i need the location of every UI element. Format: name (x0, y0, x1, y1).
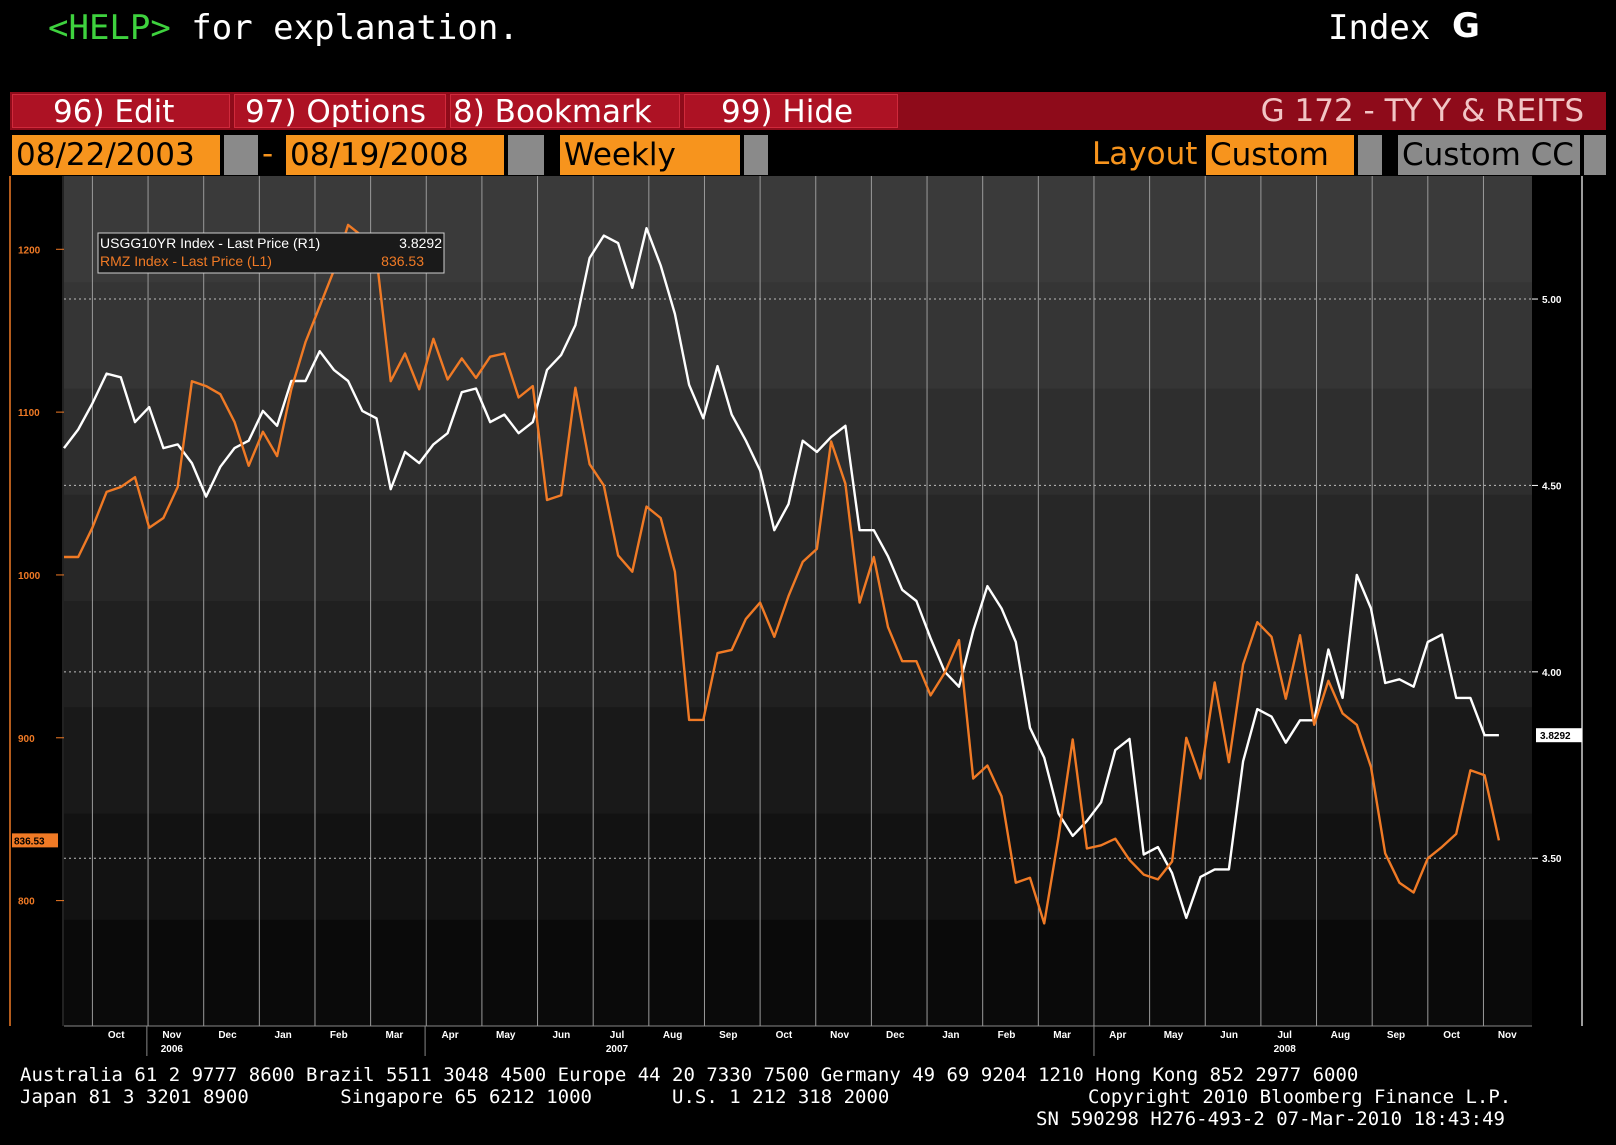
background-band (64, 388, 1532, 496)
right-tick-label: 4.50 (1542, 481, 1562, 492)
chart-background (9, 176, 1583, 1056)
x-tick-label: Jun (552, 1030, 570, 1041)
x-tick-label: Oct (1443, 1030, 1460, 1041)
layout-dropdown[interactable] (1358, 135, 1382, 175)
x-year-label: 2008 (1274, 1044, 1297, 1055)
left-axis-strip (10, 176, 64, 1026)
legend-label: RMZ Index - Last Price (L1) (100, 253, 272, 269)
frequency-dropdown[interactable] (744, 135, 768, 175)
hide-menu-button[interactable]: 99) Hide (684, 94, 898, 128)
edit-menu-button[interactable]: 96) Edit (12, 94, 230, 128)
background-band (64, 707, 1532, 815)
background-band (64, 601, 1532, 709)
x-tick-label: Oct (776, 1030, 793, 1041)
x-tick-label: Feb (330, 1030, 348, 1041)
end-date-dropdown[interactable] (508, 135, 544, 175)
x-tick-label: Mar (386, 1030, 404, 1041)
help-key[interactable]: <HELP> (48, 8, 171, 48)
x-tick-label: Jan (942, 1030, 959, 1041)
left-tick-label: 900 (18, 734, 35, 745)
frequency-field[interactable]: Weekly (560, 135, 740, 175)
custom-cc-button[interactable]: Custom CC (1398, 135, 1580, 175)
bookmark-menu-button[interactable]: 8) Bookmark (450, 94, 680, 128)
footer-copyright: Copyright 2010 Bloomberg Finance L.P. (1088, 1086, 1512, 1108)
x-tick-label: Jun (1220, 1030, 1238, 1041)
chart-axes: Oct Nov Dec Jan Feb Mar Apr May Jun Jul Aug Sep Oct N… (12, 245, 1582, 1055)
footer-contacts-line1: Australia 61 2 9777 8600 Brazil 5511 304… (20, 1064, 1359, 1086)
x-year-label: 2007 (606, 1044, 629, 1055)
legend-value: 3.8292 (399, 235, 442, 251)
x-tick-label: Nov (830, 1030, 849, 1041)
background-band (64, 494, 1532, 602)
background-band (64, 282, 1532, 390)
x-tick-label: May (496, 1030, 516, 1041)
x-axis-strip (64, 1026, 1532, 1056)
right-tick-label: 3.50 (1542, 854, 1562, 865)
usgg10yr-series-line (63, 227, 1499, 920)
right-axis-strip (1532, 176, 1582, 1026)
x-tick-label: Jan (275, 1030, 292, 1041)
menu-bar: 96) Edit 97) Options 8) Bookmark 99) Hid… (10, 92, 1606, 130)
start-date-dropdown[interactable] (224, 135, 258, 175)
options-menu-button[interactable]: 97) Options (234, 94, 446, 128)
footer-contacts-line2: Japan 81 3 3201 8900 Singapore 65 6212 1… (20, 1086, 890, 1108)
chart-grid (64, 176, 1532, 1056)
x-tick-label: Mar (1053, 1030, 1071, 1041)
chart-series (63, 223, 1501, 925)
rmz-series-line (64, 223, 1501, 925)
x-tick-label: Feb (998, 1030, 1016, 1041)
left-tick-label: 1000 (18, 571, 41, 582)
help-hint: <HELP> for explanation. (48, 8, 519, 48)
x-tick-label: Dec (218, 1030, 237, 1041)
x-tick-label: Sep (1387, 1030, 1405, 1041)
right-current-value-tag (1536, 728, 1582, 743)
legend-box (97, 232, 445, 274)
x-tick-label: Aug (1331, 1030, 1350, 1041)
x-year-label: 2006 (161, 1044, 184, 1055)
background-band (64, 919, 1532, 1027)
right-tick-label: 4.00 (1542, 668, 1562, 679)
help-hint-text: for explanation. (170, 8, 519, 48)
x-tick-label: May (1164, 1030, 1184, 1041)
right-current-value: 3.8292 (1540, 731, 1571, 742)
left-tick-label: 800 (18, 897, 35, 908)
end-date-field[interactable]: 08/19/2008 (286, 135, 504, 175)
chart-legend: USGG10YR Index - Last Price (R1) 3.8292 RM… (97, 232, 445, 274)
custom-cc-dropdown[interactable] (1584, 135, 1606, 175)
x-tick-label: Apr (441, 1030, 458, 1041)
left-current-value: 836.53 (14, 836, 45, 847)
x-tick-label: Nov (1498, 1030, 1517, 1041)
legend-label: USGG10YR Index - Last Price (R1) (100, 235, 320, 251)
index-letter: G (1452, 6, 1480, 46)
date-separator: - (262, 136, 274, 172)
left-tick-label: 1100 (18, 408, 40, 419)
x-tick-label: Aug (663, 1030, 682, 1041)
line-chart: Oct Nov Dec Jan Feb Mar Apr May Jun Jul Aug Sep Oct N… (9, 176, 1583, 1056)
right-tick-label: 5.00 (1542, 295, 1562, 306)
left-current-value-tag (12, 833, 58, 848)
layout-field[interactable]: Custom (1206, 135, 1354, 175)
x-tick-label: Jul (610, 1030, 625, 1041)
footer-serial: SN 590298 H276-493-2 07-Mar-2010 18:43:4… (1036, 1108, 1505, 1130)
x-tick-label: Oct (108, 1030, 125, 1041)
background-band (64, 813, 1532, 921)
x-tick-label: Apr (1109, 1030, 1126, 1041)
chart-title: G 172 - TY Y & REITS (1260, 93, 1584, 129)
legend-value: 836.53 (381, 253, 424, 269)
left-tick-label: 1200 (18, 245, 41, 256)
x-tick-label: Jul (1277, 1030, 1292, 1041)
x-tick-label: Nov (162, 1030, 181, 1041)
layout-label: Layout (1092, 136, 1198, 172)
start-date-field[interactable]: 08/22/2003 (12, 135, 220, 175)
x-tick-label: Dec (886, 1030, 905, 1041)
x-tick-label: Sep (719, 1030, 737, 1041)
index-label: Index (1328, 8, 1431, 48)
